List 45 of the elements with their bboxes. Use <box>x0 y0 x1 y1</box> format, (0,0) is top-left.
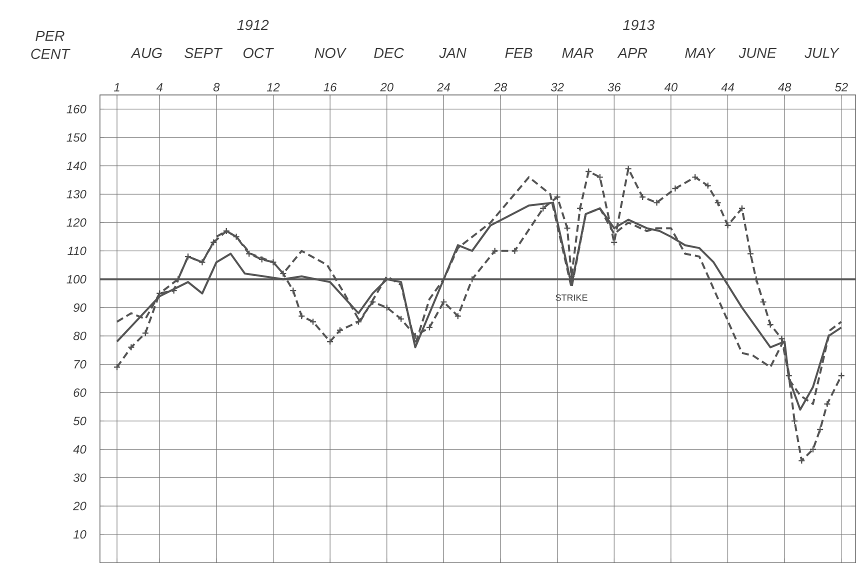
x-tick-label: 24 <box>436 82 450 92</box>
text: AUG <box>130 48 162 58</box>
y-tick-label: 120 <box>66 218 86 227</box>
text: JUNE <box>738 48 777 58</box>
text: JAN <box>439 48 466 58</box>
text: FEB <box>505 48 532 58</box>
x-tick-label: 40 <box>664 82 678 92</box>
text: SEPT <box>184 48 223 58</box>
text: APR <box>617 48 648 58</box>
y-tick-label: 10 <box>73 530 86 539</box>
x-tick-label: 44 <box>721 83 734 92</box>
y-tick-label: 50 <box>73 416 86 426</box>
x-tick-label: 48 <box>778 82 792 92</box>
text: OCT <box>243 48 274 58</box>
x-tick-label: 8 <box>213 82 220 92</box>
y-tick-label: 30 <box>73 473 86 482</box>
y-tick-label: 70 <box>74 360 86 368</box>
x-tick-label: 12 <box>266 82 280 92</box>
y-tick-label: 150 <box>66 133 86 142</box>
x-tick-label: 32 <box>550 82 564 92</box>
text: MAY <box>685 48 716 58</box>
text: NOV <box>314 48 347 58</box>
x-tick-label: 4 <box>156 83 162 92</box>
text: MAR <box>562 48 594 58</box>
x-tick-label: 28 <box>494 82 508 92</box>
text: 1913 <box>623 20 655 30</box>
y-tick-label: 80 <box>73 332 86 340</box>
text: DEC <box>374 48 404 58</box>
y-tick-label: 90 <box>73 303 86 312</box>
y-tick-label: 40 <box>73 445 86 454</box>
x-tick-label: 16 <box>324 82 337 92</box>
x-tick-label: 1 <box>114 83 120 92</box>
y-tick-label: 160 <box>66 104 86 114</box>
y-tick-label: 100 <box>66 274 86 284</box>
y-tick-label: 110 <box>68 246 86 256</box>
y-tick-label: 140 <box>66 162 86 170</box>
x-tick-label: 20 <box>380 82 394 92</box>
x-tick-label: 36 <box>608 82 621 92</box>
y-axis-title: PER CENT <box>31 30 70 59</box>
y-tick-label: 20 <box>73 502 86 510</box>
text: JULY <box>804 48 840 58</box>
y-tick-label: 60 <box>74 388 86 397</box>
x-tick-label: 52 <box>835 82 848 92</box>
text: 1912 <box>237 20 269 30</box>
y-tick-label: 130 <box>66 190 86 198</box>
